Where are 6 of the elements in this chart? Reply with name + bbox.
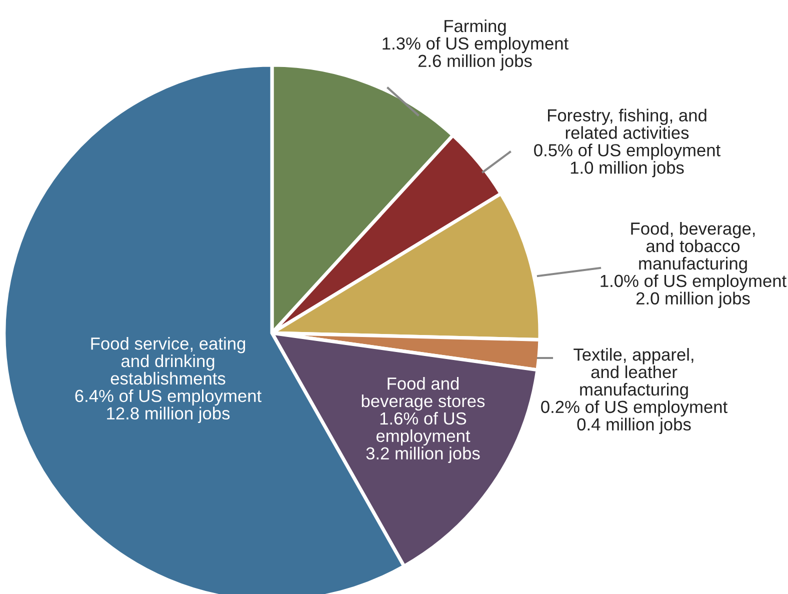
slice-label: Textile, apparel, and leather manufacturing 0.2% of US employment 0.4 million jobs [541, 348, 728, 434]
slice-label: Food service, eating and drinking establishments 6.4% of US employment 12.8 million jobs [75, 337, 262, 423]
slice-label: Food and beverage stores 1.6% of US employment 3.2 million jobs [362, 377, 485, 463]
slice-label: Food, beverage, and tobacco manufacturing 1.0% of US employment 2.0 million jobs [600, 222, 786, 308]
slice-label: Farming 1.3% of US employment 2.6 million jobs [382, 19, 568, 71]
slice-label: Forestry, fishing, and related activities 0.5% of US employment 1.0 million jobs [534, 108, 720, 178]
